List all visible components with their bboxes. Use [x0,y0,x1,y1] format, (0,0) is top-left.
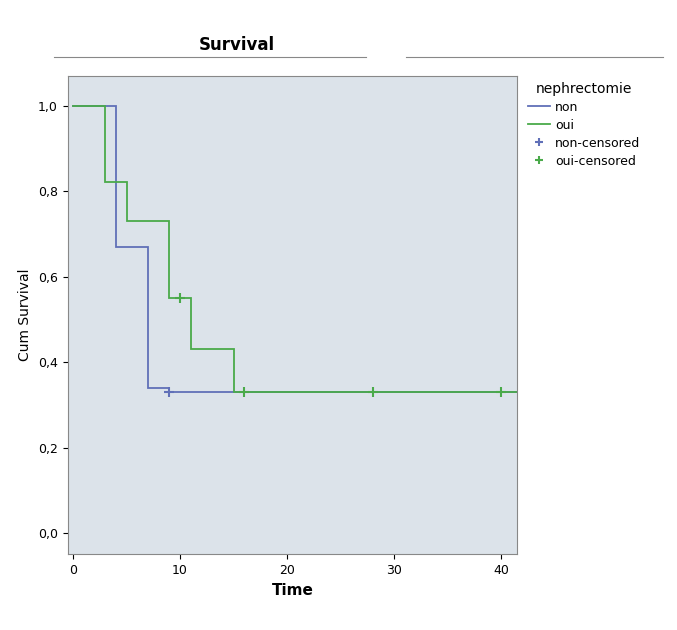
Text: Survival: Survival [199,35,275,54]
X-axis label: Time: Time [271,583,313,598]
Y-axis label: Cum Survival: Cum Survival [18,269,32,361]
Legend: non, oui, non-censored, oui-censored: non, oui, non-censored, oui-censored [528,82,640,168]
